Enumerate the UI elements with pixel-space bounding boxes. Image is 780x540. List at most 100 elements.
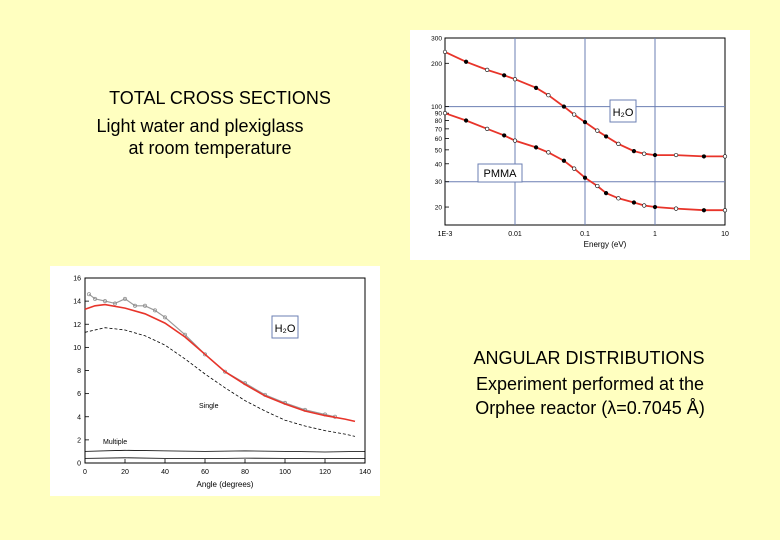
chart2-h2o-label-box: [271, 315, 299, 339]
chart1-data-point: [722, 154, 728, 159]
chart2-y-tick-label: 2: [77, 437, 81, 444]
chart1-data-point: [722, 208, 728, 213]
chart1-data-point: [701, 154, 707, 159]
chart1-data-point: [603, 191, 609, 196]
total-cross-sections-subtitle-2: at room temperature: [128, 138, 292, 158]
chart1-data-point: [673, 206, 679, 211]
chart2-data-point: [153, 308, 157, 313]
chart1-y-tick-label: 70: [435, 126, 443, 133]
chart2-x-tick-label: 60: [201, 469, 209, 476]
chart1-data-point: [442, 111, 448, 116]
angular-distributions-subtitle-1: Experiment performed at the: [475, 374, 705, 394]
chart1-y-tick-label: 50: [435, 147, 443, 154]
chart1-y-tick-label: 300: [431, 36, 442, 43]
chart1-y-tick-label: 90: [435, 111, 443, 118]
chart1-h2o-label-text: H₂O: [613, 107, 634, 119]
chart1-y-tick-label: 200: [431, 61, 442, 68]
chart1-h2o-label-box: [609, 99, 637, 123]
chart1-data-point: [561, 104, 567, 109]
chart1-data-point: [463, 59, 469, 64]
chart2-y-tick-label: 14: [73, 299, 81, 306]
chart1-data-point: [502, 73, 507, 78]
chart2-y-tick-label: 4: [77, 414, 81, 421]
chart1-x-tick-label: 0.01: [508, 231, 522, 238]
chart1-data-point: [572, 166, 577, 171]
chart1-data-point: [616, 196, 621, 201]
chart2-h2o-label: H₂O: [271, 315, 299, 339]
chart1-data-point: [572, 112, 577, 117]
chart1-x-axis-label: Energy (eV): [584, 240, 627, 249]
chart1-data-point: [642, 203, 647, 208]
chart1-data-point: [512, 77, 518, 82]
chart2-x-tick-label: 80: [241, 469, 249, 476]
chart1-data-point: [582, 175, 588, 180]
chart1-y-tick-label: 30: [435, 179, 443, 186]
chart2-total-fit-line: [84, 303, 356, 423]
chart2-x-tick-label: 100: [279, 469, 291, 476]
chart1-background: [410, 30, 750, 260]
chart1-y-tick-label: 60: [435, 136, 443, 143]
chart2-multiple-upper-line: [84, 449, 366, 453]
chart1-data-point: [631, 149, 637, 154]
chart2-y-tick-label: 6: [77, 391, 81, 398]
chart2-x-tick-label: 0: [83, 469, 87, 476]
chart1-y-tick-label: 20: [435, 205, 443, 212]
angular-distributions-subtitle-2: Orphee reactor (λ=0.7045 Å): [475, 398, 705, 418]
chart2-y-tick-label: 16: [73, 276, 81, 283]
chart1-data-point: [652, 204, 658, 210]
total-cross-sections-title: TOTAL CROSS SECTIONS: [109, 88, 331, 108]
chart1-data-point: [595, 183, 600, 189]
chart2-x-tick-label: 120: [319, 469, 331, 476]
chart2-multiple-label: Multiple: [103, 439, 127, 446]
chart1-data-point: [485, 67, 490, 72]
chart2-y-tick-label: 10: [73, 345, 81, 352]
chart2-data-point: [163, 315, 167, 320]
chart1-data-point: [603, 134, 609, 139]
chart1-pmma-label: PMMA: [477, 163, 523, 183]
chart1-data-point: [533, 145, 539, 150]
chart2-data-point: [203, 352, 207, 357]
chart1-data-point: [582, 119, 588, 125]
chart1-data-point: [561, 158, 567, 163]
chart2-x-axis-label: Angle (degrees): [197, 480, 254, 489]
chart1-data-point: [463, 118, 469, 123]
chart1-data-point: [546, 93, 551, 98]
chart1-data-point: [673, 152, 679, 158]
chart2-data-point: [133, 303, 137, 308]
chart1-data-point: [442, 49, 448, 55]
chart1-data-point: [616, 141, 621, 146]
chart1-data-point: [642, 151, 647, 156]
chart2-data-point: [93, 296, 97, 301]
chart1-y-tick-label: 80: [435, 118, 443, 125]
chart2-x-tick-label: 20: [121, 469, 129, 476]
chart1-x-tick-label: 10: [721, 231, 729, 238]
chart1-data-point: [512, 138, 518, 143]
chart1-data-point: [595, 128, 600, 133]
chart2-data-point: [103, 299, 107, 304]
chart2-multiple-lower-line: [84, 457, 366, 460]
chart1-x-tick-label: 1: [653, 231, 657, 238]
chart1-data-point: [485, 126, 490, 131]
chart1-data-point: [546, 150, 551, 155]
chart1-y-tick-label: 40: [435, 161, 443, 168]
chart2-data-point: [113, 301, 117, 306]
chart2-y-tick-label: 0: [77, 461, 81, 468]
chart1-pmma-label-text: PMMA: [484, 168, 518, 180]
chart2-single-line: [84, 327, 356, 437]
chart1-x-tick-label: 1E-3: [438, 231, 453, 238]
chart2-y-tick-label: 12: [73, 322, 81, 329]
chart1-h2o-label: H₂O: [609, 99, 637, 123]
chart1-pmma-label-box: [477, 163, 523, 183]
chart2-data-point: [143, 303, 147, 308]
chart2-data-point: [223, 369, 227, 374]
chart2-x-tick-label: 40: [161, 469, 169, 476]
chart2-single-label: Single: [199, 403, 219, 410]
chart1-x-tick-label: 0.1: [580, 231, 590, 238]
chart2-data-point: [123, 296, 127, 301]
chart2-x-tick-label: 140: [359, 469, 371, 476]
chart1-data-point: [652, 152, 658, 158]
chart1-data-point: [502, 133, 507, 138]
angular-distributions-title: ANGULAR DISTRIBUTIONS: [473, 348, 705, 368]
